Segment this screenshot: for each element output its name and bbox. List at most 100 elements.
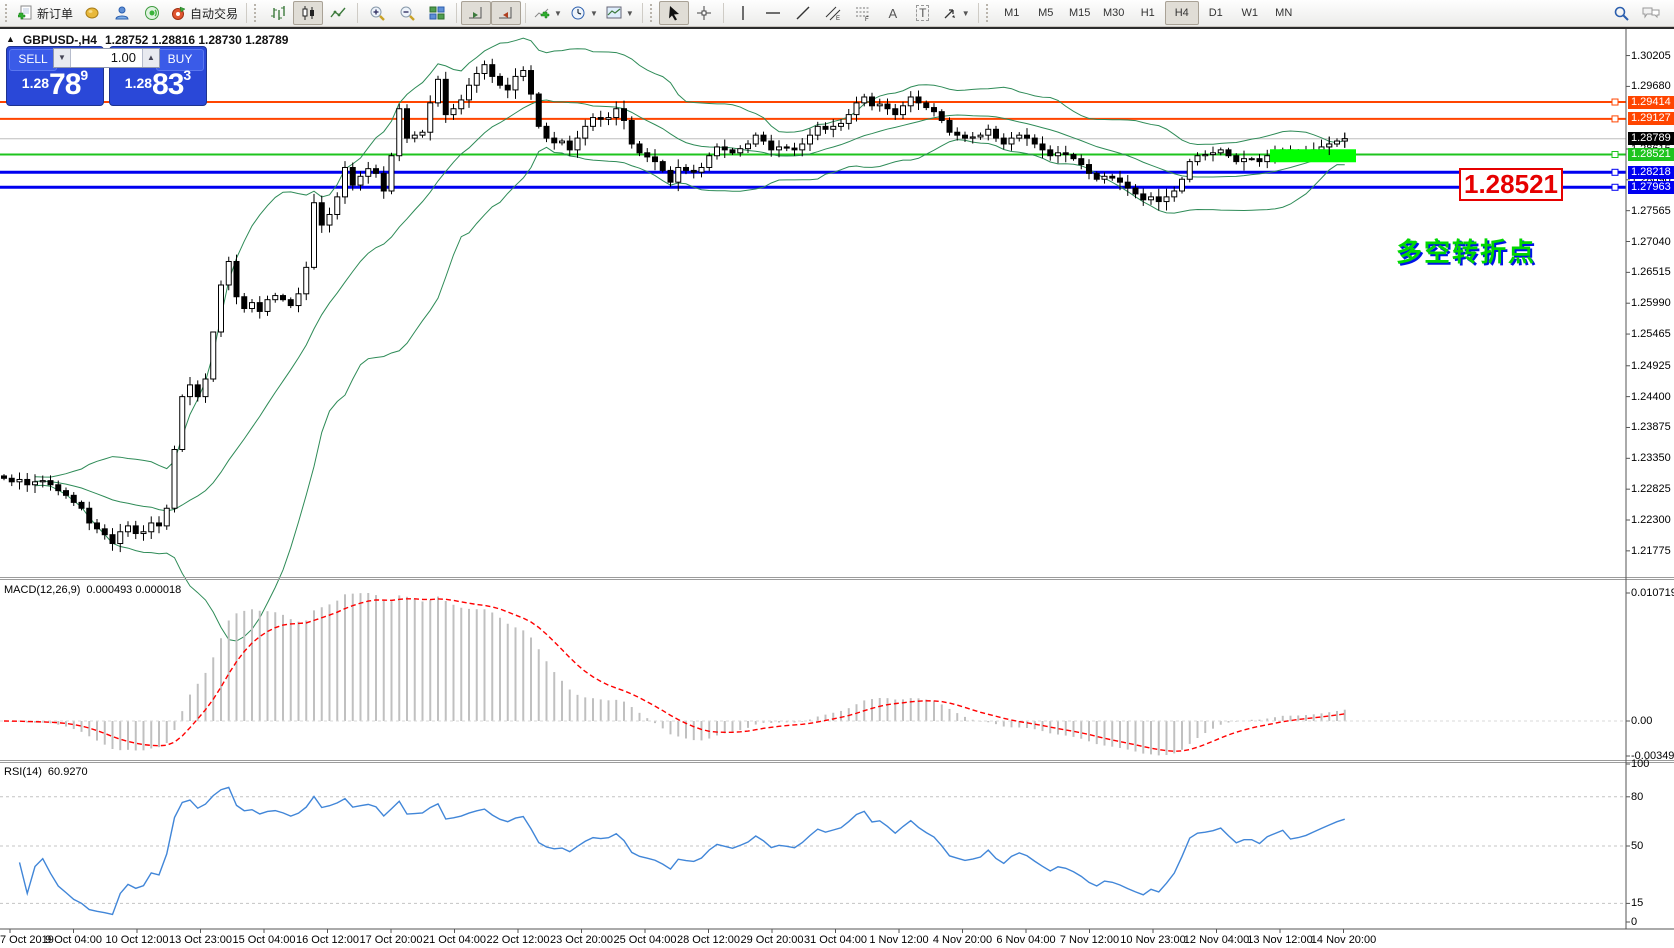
mql5-storage-button[interactable]	[77, 1, 107, 25]
window-edge	[0, 27, 1674, 29]
autotrading-label: 自动交易	[190, 6, 239, 21]
sell-price-small: 1.28	[21, 75, 50, 91]
text-label-tool-icon: T	[916, 5, 930, 21]
toolbar-grip[interactable]	[649, 4, 656, 22]
text-tool-icon: A	[888, 5, 898, 21]
toolbar-separator	[525, 3, 527, 23]
sell-price: 1.28789	[7, 67, 103, 102]
indicators-button[interactable]: ▼	[530, 1, 566, 25]
arrows-icon	[942, 5, 958, 21]
templates-button[interactable]: ▼	[602, 1, 638, 25]
vertical-line-tool-button[interactable]	[728, 1, 758, 25]
arrows-tool-button[interactable]: ▼	[938, 1, 974, 25]
tab-timeframe-h1[interactable]: H1	[1140, 7, 1155, 19]
tab-timeframe-mn[interactable]: MN	[1275, 7, 1293, 19]
sell-button[interactable]: SELL	[9, 49, 57, 71]
toolbar-separator	[456, 3, 458, 23]
tab-timeframe-m15[interactable]: M15	[1069, 7, 1091, 19]
auto-scroll-button[interactable]	[491, 1, 522, 25]
chevron-down-icon: ▼	[625, 8, 634, 18]
candlestick-chart-button[interactable]	[293, 1, 324, 25]
cursor-icon	[666, 5, 682, 21]
chart-shift-button[interactable]	[461, 1, 492, 25]
horizontal-line-icon	[765, 5, 781, 21]
sell-price-sup: 9	[80, 67, 89, 83]
sell-price-big: 78	[49, 68, 81, 101]
zoom-out-icon	[399, 5, 415, 21]
zoom-out-button[interactable]	[392, 1, 422, 25]
main-toolbar: 新订单 自动交易 ▼ ▼	[0, 0, 1674, 27]
toolbar-grip[interactable]	[985, 4, 992, 22]
chart-canvas[interactable]	[0, 29, 1674, 948]
buy-price-big: 83	[152, 68, 184, 101]
buy-button[interactable]: BUY	[156, 49, 204, 71]
volume-input[interactable]: 1.00	[110, 50, 136, 65]
tab-timeframe-d1[interactable]: D1	[1208, 7, 1223, 19]
tile-windows-button[interactable]	[422, 1, 452, 25]
svg-text:E: E	[836, 16, 840, 21]
chat-button[interactable]	[1636, 1, 1666, 25]
autotrading-button[interactable]: 自动交易	[167, 1, 242, 25]
crosshair-icon	[696, 5, 712, 21]
horizontal-line-tool-button[interactable]	[758, 1, 788, 25]
tile-windows-icon	[429, 5, 445, 21]
tab-timeframe-m5[interactable]: M5	[1038, 7, 1054, 19]
community-button[interactable]	[107, 1, 137, 25]
zoom-in-icon	[369, 5, 385, 21]
signal-icon	[144, 5, 160, 21]
tab-timeframe-m1[interactable]: M1	[1004, 7, 1020, 19]
bar-chart-button[interactable]	[263, 1, 293, 25]
fibonacci-tool-button[interactable]: F	[848, 1, 878, 25]
line-chart-button[interactable]	[323, 1, 353, 25]
template-icon	[606, 5, 622, 21]
periods-button[interactable]: ▼	[566, 1, 602, 25]
volume-decrease-button[interactable]: ▼	[54, 49, 71, 67]
channel-icon: E	[825, 5, 841, 21]
symbol-header: ▲ GBPUSD-,H4 1.28752 1.28816 1.28730 1.2…	[6, 33, 288, 47]
toolbar-separator	[641, 3, 643, 23]
volume-increase-button[interactable]: ▲	[142, 49, 159, 67]
bar-chart-icon	[270, 5, 286, 21]
new-order-icon	[18, 5, 34, 21]
buy-price: 1.28833	[110, 67, 206, 102]
svg-text:F: F	[865, 17, 869, 21]
symbol-name: GBPUSD-,H4	[22, 33, 97, 47]
zoom-in-button[interactable]	[362, 1, 392, 25]
toolbar-grip[interactable]	[254, 4, 260, 22]
auto-scroll-icon	[498, 5, 514, 21]
trendline-icon	[795, 5, 811, 21]
price-annotation-box[interactable]: 1.28521	[1459, 168, 1563, 201]
buy-price-sup: 3	[183, 67, 192, 83]
rsi-label: RSI(14)	[4, 766, 42, 778]
timeframe-bar: M1 M5 M15 M30 H1 H4 D1 W1 MN	[995, 1, 1301, 25]
cursor-tool-button[interactable]	[658, 1, 689, 25]
trendline-tool-button[interactable]	[788, 1, 818, 25]
macd-values: 0.000493 0.000018	[86, 584, 182, 596]
gold-icon	[84, 5, 100, 21]
collapse-panel-icon[interactable]: ▲	[6, 34, 15, 44]
new-order-button[interactable]: 新订单	[14, 1, 77, 25]
rsi-value: 60.9270	[47, 766, 88, 778]
one-click-trading-panel: SELL 1.28789 BUY 1.28833 ▼ 1.00 ▲	[6, 46, 207, 106]
tab-timeframe-h4[interactable]: H4	[1164, 1, 1199, 25]
buy-price-small: 1.28	[124, 75, 153, 91]
signals-button[interactable]	[137, 1, 167, 25]
toolbar-separator	[977, 3, 979, 23]
indicators-icon	[534, 5, 550, 21]
tab-timeframe-m30[interactable]: M30	[1103, 7, 1125, 19]
chevron-down-icon: ▼	[554, 8, 562, 18]
pivot-annotation-text[interactable]: 多空转折点	[1396, 237, 1537, 267]
autotrading-icon	[171, 5, 187, 21]
toolbar-grip[interactable]	[5, 4, 11, 22]
equidistant-channel-tool-button[interactable]: E	[818, 1, 848, 25]
tab-timeframe-w1[interactable]: W1	[1241, 7, 1258, 19]
chat-icon	[1641, 5, 1661, 21]
toolbar-separator	[246, 3, 248, 23]
text-tool-button[interactable]: A	[878, 1, 908, 25]
search-button[interactable]	[1606, 1, 1636, 25]
rsi-header: RSI(14) 60.9270	[4, 766, 88, 778]
toolbar-separator	[357, 3, 359, 23]
macd-header: MACD(12,26,9) 0.000493 0.000018	[4, 584, 181, 596]
crosshair-tool-button[interactable]	[689, 1, 719, 25]
text-label-tool-button[interactable]: T	[908, 1, 938, 25]
